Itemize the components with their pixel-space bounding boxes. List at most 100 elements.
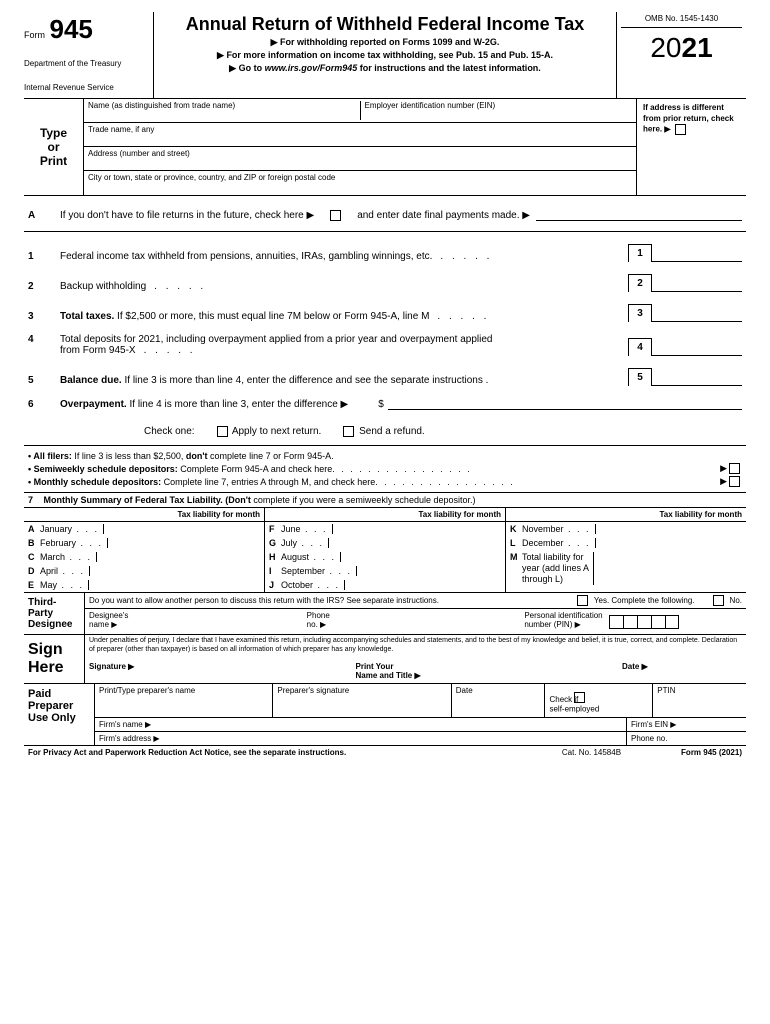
line-2-amount[interactable] (652, 274, 742, 292)
send-refund-checkbox[interactable] (343, 426, 354, 437)
paid-preparer: Paid Preparer Use Only Print/Type prepar… (24, 684, 746, 746)
line-1: 1 Federal income tax withheld from pensi… (24, 238, 746, 268)
form-footer-label: Form 945 (2021) (681, 748, 742, 757)
pin-boxes[interactable] (609, 615, 679, 629)
self-employed-field: Check if self-employed (545, 684, 653, 717)
line-a-checkbox[interactable] (330, 210, 341, 221)
id-fields: Name (as distinguished from trade name) … (84, 99, 636, 195)
self-employed-checkbox[interactable] (574, 692, 585, 703)
sec7-col3: Tax liability for month KNovember LDecem… (506, 508, 746, 592)
catalog-number: Cat. No. 14584B (562, 748, 621, 757)
month-l-amount[interactable] (595, 538, 742, 548)
subtitle-1: ▶ For withholding reported on Forms 1099… (158, 37, 612, 48)
line-4: 4 Total deposits for 2021, including ove… (24, 328, 746, 362)
line-1-amount[interactable] (652, 244, 742, 262)
tpd-yes-checkbox[interactable] (577, 595, 588, 606)
header-center: Annual Return of Withheld Federal Income… (154, 12, 616, 98)
month-e-amount[interactable] (88, 580, 260, 590)
tpd-question-row: Do you want to allow another person to d… (85, 593, 746, 609)
form-title: Annual Return of Withheld Federal Income… (158, 14, 612, 35)
name-field[interactable]: Name (as distinguished from trade name) (88, 101, 361, 120)
line-6: 6 Overpayment. If line 4 is more than li… (24, 392, 746, 416)
dept-irs: Internal Revenue Service (24, 83, 149, 93)
line-a-text2: and enter date final payments made. ▶ (357, 210, 530, 221)
type-or-print-label: Type or Print (24, 99, 84, 195)
identification-block: Type or Print Name (as distinguished fro… (24, 99, 746, 196)
subtitle-2: ▶ For more information on income tax wit… (158, 50, 612, 61)
form-number: 945 (50, 14, 93, 45)
filer-bullets: • All filers: If line 3 is less than $2,… (24, 445, 746, 493)
section-7-grid: Tax liability for month AJanuary BFebrua… (24, 508, 746, 592)
bullet-monthly: • Monthly schedule depositors: Complete … (28, 475, 742, 488)
address-changed-checkbox[interactable] (675, 124, 686, 135)
month-i-amount[interactable] (356, 566, 501, 576)
line-a-date-field[interactable] (536, 211, 742, 221)
address-changed-note: If address is different from prior retur… (636, 99, 746, 195)
line-2: 2 Backup withholding 2 (24, 268, 746, 298)
month-f-amount[interactable] (332, 524, 501, 534)
preparer-sig-field[interactable]: Preparer's signature (273, 684, 451, 717)
page-footer: For Privacy Act and Paperwork Reduction … (24, 746, 746, 759)
apply-next-return-checkbox[interactable] (217, 426, 228, 437)
section-7-header: 7 Monthly Summary of Federal Tax Liabili… (24, 493, 746, 508)
numbered-lines: 1 Federal income tax withheld from pensi… (24, 232, 746, 422)
dept-treasury: Department of the Treasury (24, 59, 149, 69)
line-4-amount[interactable] (652, 338, 742, 356)
firm-phone-field[interactable]: Phone no. (626, 732, 746, 745)
bullet-all-filers: • All filers: If line 3 is less than $2,… (28, 450, 742, 462)
header-right: OMB No. 1545-1430 2021 (616, 12, 746, 98)
preparer-row1: Print/Type preparer's name Preparer's si… (95, 684, 746, 718)
line-5: 5 Balance due. If line 3 is more than li… (24, 362, 746, 392)
line-5-amount[interactable] (652, 368, 742, 386)
month-m-total[interactable] (593, 552, 742, 584)
line-a-text1: If you don't have to file returns in the… (60, 210, 314, 221)
month-d-amount[interactable] (89, 566, 260, 576)
subtitle-3: ▶ Go to www.irs.gov/Form945 for instruct… (158, 63, 612, 74)
ptin-field[interactable]: PTIN (653, 684, 746, 717)
bullet-semiweekly: • Semiweekly schedule depositors: Comple… (28, 462, 742, 475)
sec7-col2: Tax liability for month FJune GJuly HAug… (265, 508, 506, 592)
section-7: 7 Monthly Summary of Federal Tax Liabili… (24, 493, 746, 593)
preparer-firm-row: Firm's name ▶ Firm's EIN ▶ (95, 718, 746, 732)
address-field[interactable]: Address (number and street) (84, 147, 636, 171)
semiweekly-checkbox[interactable] (729, 463, 740, 474)
sign-date-field[interactable]: Date ▶ (622, 662, 742, 680)
print-name-field[interactable]: Print Your Name and Title ▶ (356, 662, 623, 680)
privacy-notice: For Privacy Act and Paperwork Reduction … (28, 748, 346, 757)
city-field[interactable]: City or town, state or province, country… (84, 171, 636, 195)
third-party-designee: Third- Party Designee Do you want to all… (24, 593, 746, 635)
signature-row: Signature ▶ Print Your Name and Title ▶ … (85, 656, 746, 682)
firm-address-field[interactable]: Firm's address ▶ (95, 732, 626, 745)
tpd-fields-row: Designee's name ▶ Phone no. ▶ Personal i… (85, 609, 746, 631)
form-word: Form (24, 30, 45, 40)
ein-field[interactable]: Employer identification number (EIN) (361, 101, 633, 120)
name-ein-row: Name (as distinguished from trade name) … (84, 99, 636, 123)
sign-here: Sign Here Under penalties of perjury, I … (24, 635, 746, 683)
perjury-declaration: Under penalties of perjury, I declare th… (85, 635, 746, 656)
month-k-amount[interactable] (595, 524, 742, 534)
monthly-checkbox[interactable] (729, 476, 740, 487)
signature-field[interactable]: Signature ▶ (89, 662, 356, 680)
month-j-amount[interactable] (344, 580, 501, 590)
month-a-amount[interactable] (103, 524, 260, 534)
month-g-amount[interactable] (328, 538, 501, 548)
preparer-date-field[interactable]: Date (452, 684, 546, 717)
line-a: A If you don't have to file returns in t… (24, 196, 746, 232)
firm-name-field[interactable]: Firm's name ▶ (95, 718, 626, 731)
form-header: Form 945 Department of the Treasury Inte… (24, 12, 746, 99)
preparer-name-field[interactable]: Print/Type preparer's name (95, 684, 273, 717)
line-a-label: A (28, 210, 60, 221)
tax-year: 2021 (621, 32, 742, 64)
month-h-amount[interactable] (340, 552, 501, 562)
header-left: Form 945 Department of the Treasury Inte… (24, 12, 154, 98)
month-b-amount[interactable] (107, 538, 260, 548)
line-3: 3 Total taxes. If $2,500 or more, this m… (24, 298, 746, 328)
trade-name-field[interactable]: Trade name, if any (84, 123, 636, 147)
firm-ein-field[interactable]: Firm's EIN ▶ (626, 718, 746, 731)
sec7-col1: Tax liability for month AJanuary BFebrua… (24, 508, 265, 592)
line-3-amount[interactable] (652, 304, 742, 322)
month-c-amount[interactable] (96, 552, 260, 562)
line-6-amount[interactable] (388, 398, 742, 410)
check-one-row: Check one: Apply to next return. Send a … (24, 422, 746, 445)
tpd-no-checkbox[interactable] (713, 595, 724, 606)
